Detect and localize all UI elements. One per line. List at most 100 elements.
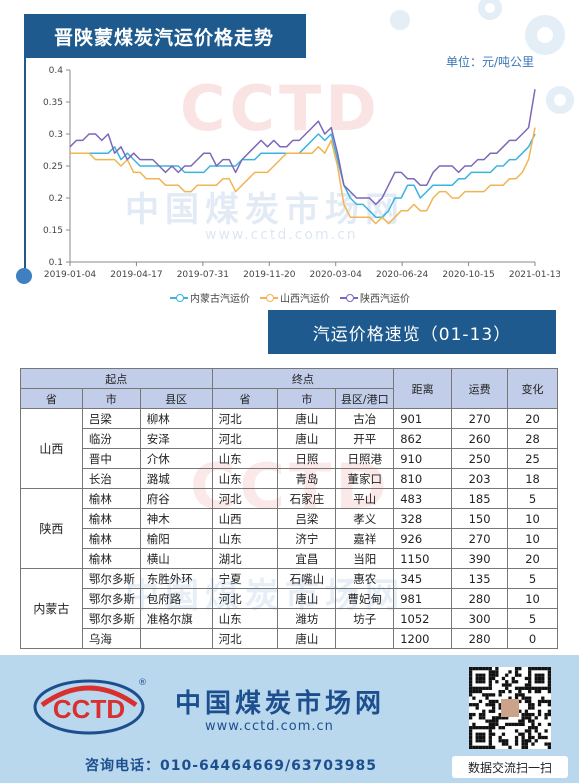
freight-cell: 135 <box>451 568 509 589</box>
origin-province-cell: 陕西 <box>20 488 83 569</box>
origin-county-cell: 介休 <box>139 448 213 469</box>
dest-county-cell: 日照港 <box>335 448 395 469</box>
dest-province-cell: 河北 <box>211 628 279 649</box>
origin-county-cell: 包府路 <box>139 588 213 609</box>
distance-cell: 483 <box>393 488 453 509</box>
origin-city-cell: 榆林 <box>81 508 141 529</box>
chart-svg: 0.1 0.15 0.2 0.25 0.3 0.35 0.4 2019-01-04 2019-0… <box>43 66 560 280</box>
dest-city-cell: 唐山 <box>277 408 337 429</box>
origin-county-cell: 潞城 <box>139 468 213 489</box>
origin-city-cell: 长治 <box>81 468 141 489</box>
change-cell: 5 <box>507 608 558 629</box>
change-cell: 20 <box>507 548 558 569</box>
freight-rate-table: 起点 终点 距离 运费 变化 省 市 县区 省 市 县区/港口 山西 吕梁 柳林 河北… <box>20 368 558 649</box>
origin-city-cell: 榆林 <box>81 488 141 509</box>
origin-county-cell: 横山 <box>139 548 213 569</box>
dest-county-cell <box>335 628 395 649</box>
table-head: 起点 终点 距离 运费 变化 省 市 县区 省 市 县区/港口 <box>20 368 558 409</box>
dest-city-cell: 唐山 <box>277 428 337 449</box>
distance-cell: 862 <box>393 428 453 449</box>
cctd-logo: CCTD ® <box>33 678 147 735</box>
y-tick-label: 0.2 <box>49 194 63 204</box>
distance-cell: 1150 <box>393 548 453 569</box>
dest-city-cell: 石嘴山 <box>277 568 337 589</box>
table-body: 山西 吕梁 柳林 河北 唐山 古冶 901 270 20 临汾 安泽 河北 唐山 开平 862 260 28 晋中… <box>20 408 558 649</box>
x-tick-label: 2019-01-04 <box>44 270 97 280</box>
origin-city-cell: 榆林 <box>81 548 141 569</box>
table-row: 乌海 河北 唐山 1200 280 0 <box>21 628 558 649</box>
distance-cell: 910 <box>393 448 453 469</box>
unit-label: 单位：元/吨公里 <box>446 55 535 69</box>
distance-cell: 1052 <box>393 608 453 629</box>
change-cell: 18 <box>507 468 558 489</box>
dest-city-cell: 日照 <box>277 448 337 469</box>
title-decor-line <box>24 58 26 278</box>
y-tick-label: 0.4 <box>49 66 64 76</box>
dest-city-cell: 宜昌 <box>277 548 337 569</box>
legend-item-inner-mongolia: 内蒙古汽运价 <box>170 290 250 305</box>
legend-marker <box>260 293 278 302</box>
dest-province-cell: 山西 <box>211 508 279 529</box>
table-header-row: 起点 终点 距离 运费 变化 <box>20 368 558 409</box>
dest-city-cell: 吕梁 <box>277 508 337 529</box>
dest-province-cell: 宁夏 <box>211 568 279 589</box>
origin-city-cell: 榆林 <box>81 528 141 549</box>
dest-county-cell: 董家口 <box>335 468 395 489</box>
change-cell: 28 <box>507 428 558 449</box>
origin-city-cell: 鄂尔多斯 <box>81 588 141 609</box>
legend-item-shaanxi: 陕西汽运价 <box>340 290 410 305</box>
header-origin: 起点 <box>20 368 213 389</box>
dest-province-cell: 山东 <box>211 528 279 549</box>
origin-province-cell: 山西 <box>20 408 83 489</box>
dest-city-cell: 济宁 <box>277 528 337 549</box>
dest-county-cell: 古冶 <box>335 408 395 429</box>
distance-cell: 901 <box>393 408 453 429</box>
distance-cell: 1200 <box>393 628 453 649</box>
freight-cell: 280 <box>451 588 509 609</box>
freight-cell: 250 <box>451 448 509 469</box>
origin-county-cell: 神木 <box>139 508 213 529</box>
origin-city-cell: 临汾 <box>81 428 141 449</box>
freight-cell: 260 <box>451 428 509 449</box>
header-city: 市 <box>81 388 141 409</box>
x-tick-label: 2020-03-04 <box>310 270 363 280</box>
legend-marker <box>170 293 188 302</box>
table-row: 榆林 横山 湖北 宜昌 当阳 1150 390 20 <box>21 548 558 569</box>
distance-cell: 345 <box>393 568 453 589</box>
registered-mark: ® <box>138 678 147 688</box>
freight-cell: 203 <box>451 468 509 489</box>
dest-province-cell: 山东 <box>211 608 279 629</box>
table-row: 鄂尔多斯 准格尔旗 山东 潍坊 坊子 1052 300 5 <box>21 608 558 629</box>
series-line <box>70 127 536 225</box>
distance-cell: 981 <box>393 588 453 609</box>
dest-county-cell: 当阳 <box>335 548 395 569</box>
dest-province-cell: 河北 <box>211 428 279 449</box>
qr-code[interactable] <box>469 667 551 749</box>
header-freight: 运费 <box>451 368 509 409</box>
dest-province-cell: 山东 <box>211 468 279 489</box>
freight-cell: 300 <box>451 608 509 629</box>
change-cell: 5 <box>507 568 558 589</box>
change-cell: 0 <box>507 628 558 649</box>
origin-city-cell: 鄂尔多斯 <box>81 568 141 589</box>
y-tick-label: 0.35 <box>43 98 63 108</box>
footer-site-url: www.cctd.com.cn <box>205 719 334 734</box>
origin-county-cell: 准格尔旗 <box>139 608 213 629</box>
freight-cell: 390 <box>451 548 509 569</box>
footer: CCTD ® 中国煤炭市场网 www.cctd.com.cn 咨询电话：010-… <box>0 655 579 783</box>
header-dest-province: 省 <box>211 388 279 409</box>
x-tick-label: 2019-07-31 <box>177 270 229 280</box>
distance-cell: 926 <box>393 528 453 549</box>
page-title: 晋陕蒙煤炭汽运价格走势 <box>24 14 306 58</box>
change-cell: 20 <box>507 408 558 429</box>
x-tick-label: 2019-11-20 <box>243 270 296 280</box>
table-row: 陕西 榆林 府谷 河北 石家庄 平山 483 185 5 <box>20 488 558 569</box>
change-cell: 10 <box>507 588 558 609</box>
dest-city-cell: 青岛 <box>277 468 337 489</box>
change-cell: 10 <box>507 508 558 529</box>
y-tick-label: 0.25 <box>43 162 63 172</box>
x-tick-label: 2020-10-15 <box>442 270 494 280</box>
change-cell: 10 <box>507 528 558 549</box>
table-row: 临汾 安泽 河北 唐山 开平 862 260 28 <box>21 428 558 449</box>
